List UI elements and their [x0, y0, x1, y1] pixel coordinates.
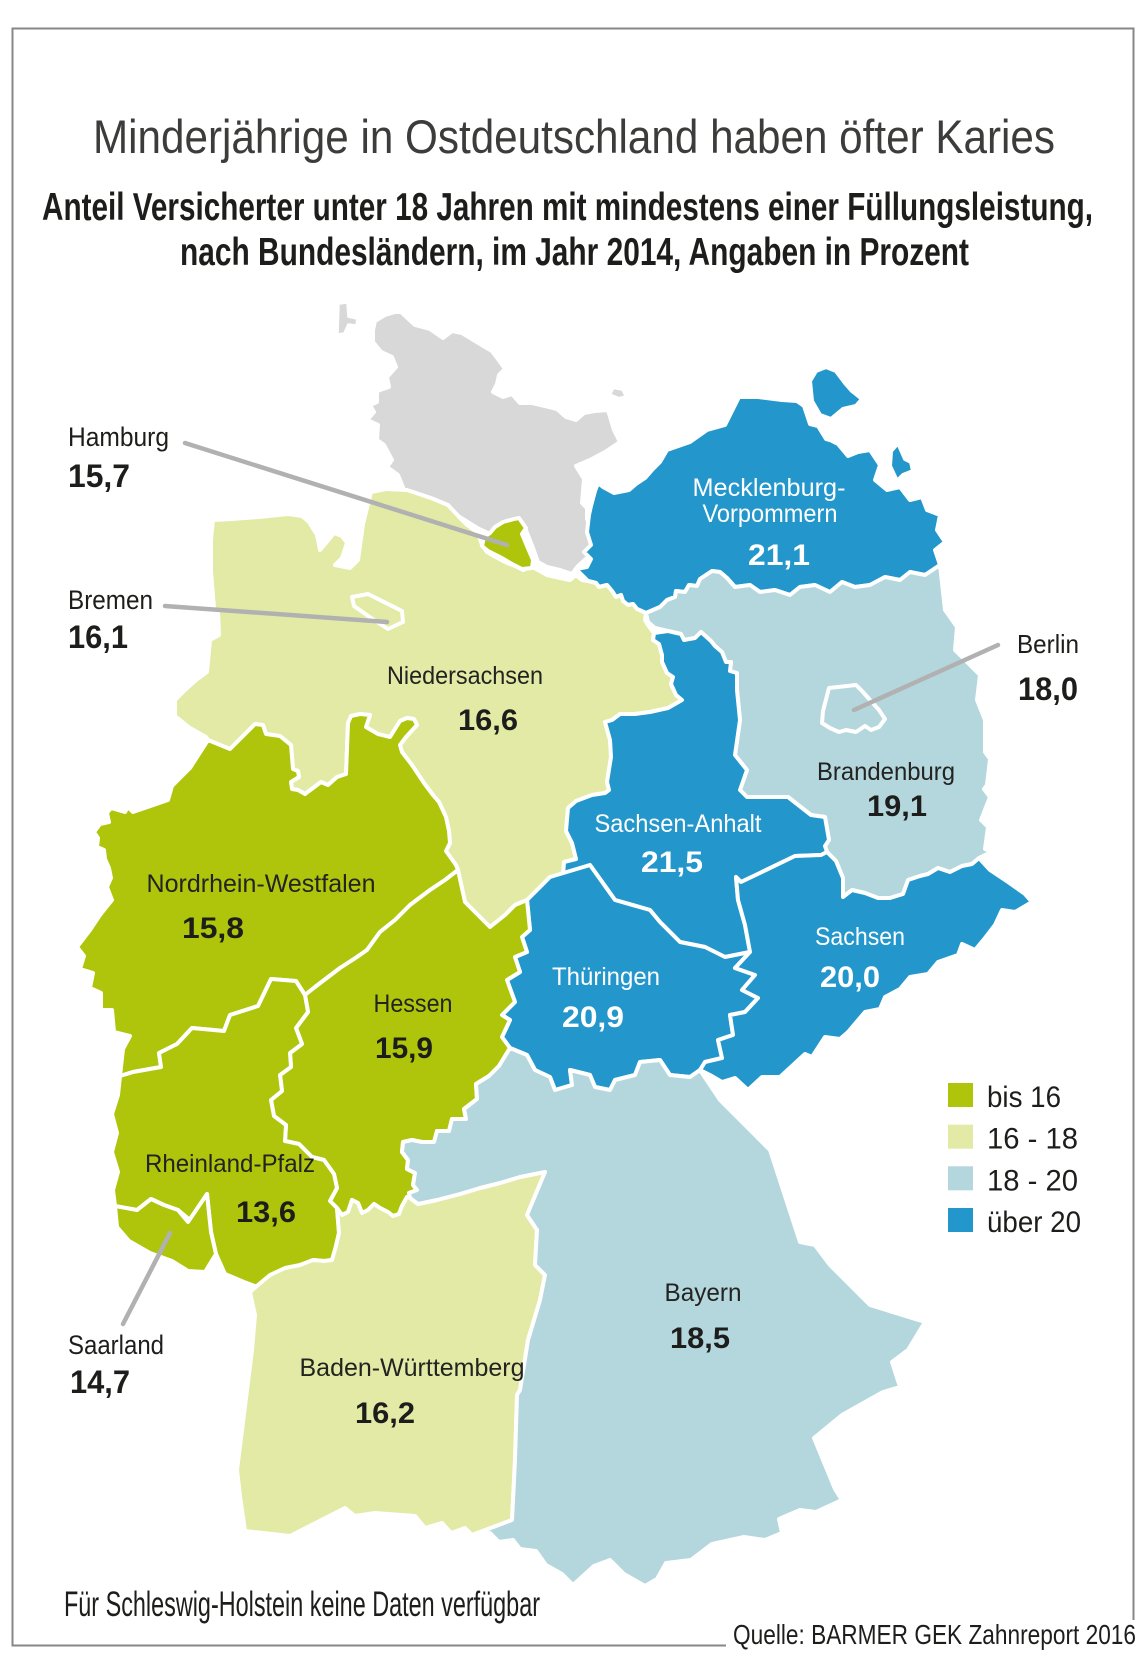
- svg-text:Saarland: Saarland: [68, 1330, 164, 1360]
- svg-text:Bayern: Bayern: [665, 1279, 742, 1307]
- svg-text:Niedersachsen: Niedersachsen: [387, 662, 543, 690]
- svg-text:Nordrhein-Westfalen: Nordrhein-Westfalen: [147, 870, 376, 898]
- svg-text:Anteil Versicherter unter 18 J: Anteil Versicherter unter 18 Jahren mit …: [42, 186, 1093, 229]
- svg-text:16,2: 16,2: [355, 1397, 415, 1430]
- svg-text:20,0: 20,0: [820, 961, 880, 994]
- svg-text:bis 16: bis 16: [987, 1081, 1061, 1114]
- svg-text:Brandenburg: Brandenburg: [817, 758, 955, 786]
- svg-text:19,1: 19,1: [867, 790, 927, 823]
- svg-text:18,0: 18,0: [1018, 671, 1078, 707]
- svg-text:18 - 20: 18 - 20: [987, 1164, 1078, 1197]
- svg-text:16,6: 16,6: [458, 704, 518, 737]
- svg-text:Thüringen: Thüringen: [552, 963, 660, 991]
- svg-text:Minderjährige in Ostdeutschlan: Minderjährige in Ostdeutschland haben öf…: [93, 110, 1055, 163]
- svg-text:Sachsen-Anhalt: Sachsen-Anhalt: [595, 810, 762, 838]
- svg-text:Baden-Württemberg: Baden-Württemberg: [300, 1354, 525, 1382]
- svg-text:Mecklenburg-: Mecklenburg-: [693, 474, 846, 502]
- svg-text:15,9: 15,9: [375, 1032, 433, 1065]
- svg-text:Rheinland-Pfalz: Rheinland-Pfalz: [145, 1150, 315, 1178]
- svg-text:Hessen: Hessen: [374, 990, 453, 1018]
- svg-text:21,1: 21,1: [748, 539, 810, 572]
- svg-text:13,6: 13,6: [236, 1196, 296, 1229]
- svg-text:Bremen: Bremen: [68, 585, 153, 615]
- svg-text:Quelle: BARMER GEK Zahnreport: Quelle: BARMER GEK Zahnreport 2016: [733, 1619, 1136, 1650]
- svg-text:16,1: 16,1: [68, 619, 128, 655]
- svg-text:Berlin: Berlin: [1017, 629, 1079, 659]
- svg-text:16 - 18: 16 - 18: [987, 1123, 1078, 1156]
- svg-text:21,5: 21,5: [641, 846, 703, 879]
- svg-text:20,9: 20,9: [562, 1001, 624, 1034]
- svg-text:über 20: über 20: [987, 1206, 1081, 1239]
- svg-text:nach Bundesländern, im Jahr 20: nach Bundesländern, im Jahr 2014, Angabe…: [180, 231, 969, 274]
- svg-text:Sachsen: Sachsen: [815, 923, 905, 951]
- svg-text:Vorpommern: Vorpommern: [703, 500, 838, 528]
- svg-text:Hamburg: Hamburg: [68, 422, 169, 452]
- svg-text:18,5: 18,5: [670, 1322, 730, 1355]
- svg-text:Für Schleswig-Holstein keine D: Für Schleswig-Holstein keine Daten verfü…: [64, 1585, 540, 1624]
- svg-text:14,7: 14,7: [70, 1364, 130, 1400]
- svg-text:15,8: 15,8: [182, 912, 244, 945]
- svg-text:15,7: 15,7: [68, 458, 130, 494]
